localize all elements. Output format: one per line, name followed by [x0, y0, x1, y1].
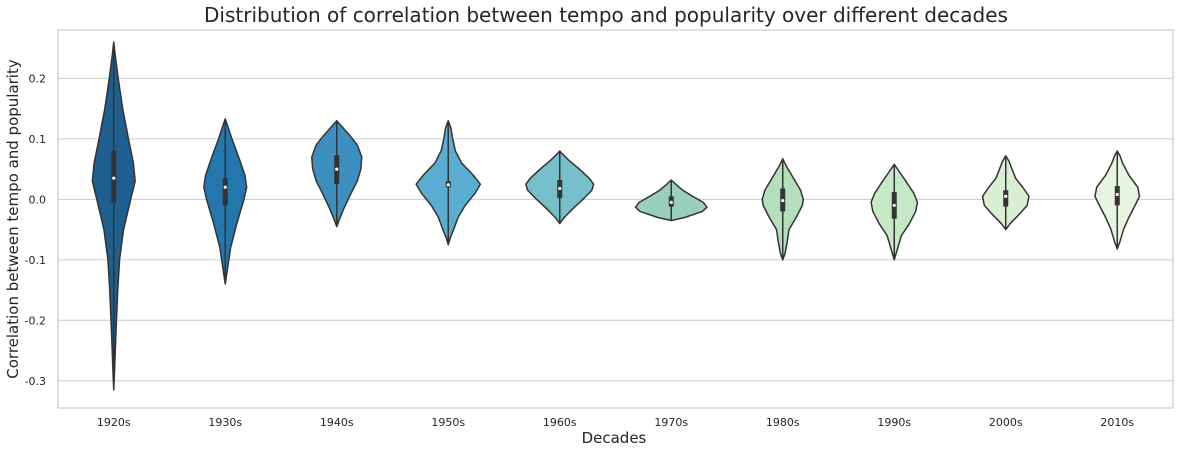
violins [91, 41, 1141, 391]
x-tick-label: 1940s [320, 416, 354, 429]
violin-1980s [761, 158, 805, 261]
y-axis-label: Correlation between tempo and popularity [4, 59, 22, 379]
y-tick-label: 0.1 [29, 133, 47, 146]
violin-median [335, 167, 339, 171]
violin-median [669, 200, 673, 204]
x-tick-label: 1920s [97, 416, 131, 429]
x-tick-label: 1930s [208, 416, 242, 429]
x-tick-label: 1990s [877, 416, 911, 429]
violin-median [223, 185, 227, 189]
y-tick-label: -0.1 [25, 254, 46, 267]
x-tick-label: 1960s [543, 416, 577, 429]
violin-1920s [91, 41, 136, 391]
violin-1940s [311, 119, 363, 228]
violin-median [112, 176, 116, 180]
violin-1970s [634, 179, 708, 222]
x-tick-label: 1970s [654, 416, 688, 429]
x-axis-label: Decades [582, 429, 647, 447]
y-tick-labels: 0.2 0.1 0.0 -0.1 -0.2 -0.3 [25, 72, 46, 387]
y-tick-label: -0.3 [25, 375, 46, 388]
x-tick-label: 2010s [1100, 416, 1134, 429]
violin-1930s [203, 118, 248, 285]
chart-title: Distribution of correlation between temp… [204, 3, 1008, 27]
violin-median [1004, 194, 1008, 198]
x-tick-label: 1980s [766, 416, 800, 429]
violin-median [781, 198, 785, 203]
violin-median [892, 203, 896, 207]
violin-median [446, 183, 450, 187]
violin-1990s [870, 163, 919, 261]
x-tick-label: 2000s [989, 416, 1023, 429]
violin-median [1115, 192, 1119, 197]
violin-1950s [415, 119, 482, 246]
y-tick-label: 0.0 [29, 193, 47, 206]
x-tick-labels: 1920s 1930s 1940s 1950s 1960s 1970s 1980s 1990s… [97, 416, 1134, 429]
violin-1960s [525, 150, 595, 225]
plot-frame [57, 29, 1174, 409]
y-tick-label: -0.2 [25, 314, 46, 327]
violin-2000s [981, 155, 1030, 231]
violin-2010s [1094, 150, 1141, 250]
y-tick-label: 0.2 [29, 72, 47, 85]
violin-median [558, 186, 562, 191]
x-tick-label: 1950s [431, 416, 465, 429]
